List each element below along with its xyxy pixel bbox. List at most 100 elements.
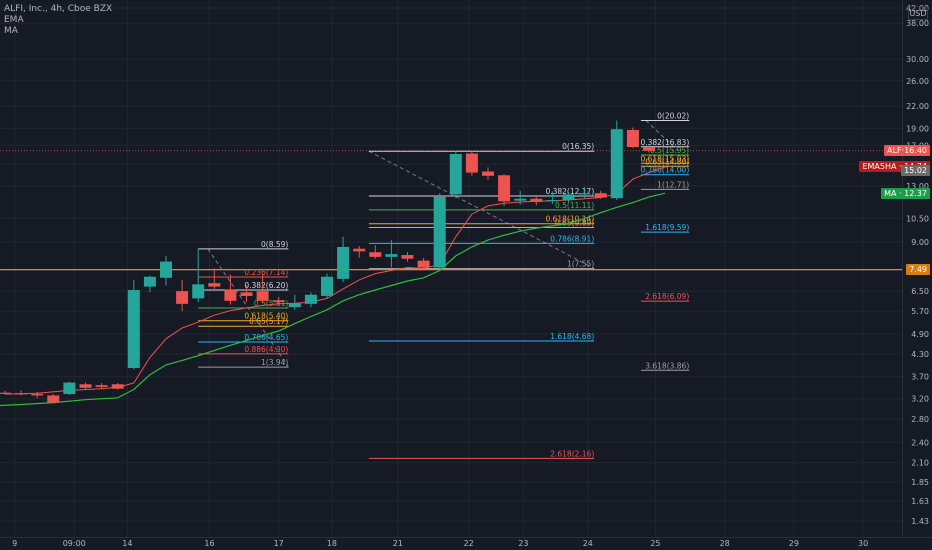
candle-body — [79, 384, 92, 388]
price-tick-label: 42.00 — [906, 4, 929, 13]
candle — [433, 193, 446, 270]
candle — [192, 248, 205, 303]
candle-body — [401, 255, 414, 259]
fib-1: 0(8.59) 0.236(7.14) 0.382(6.20) 0.5(5.81) 0.… — [198, 240, 289, 368]
candle — [160, 255, 172, 286]
candle — [337, 236, 350, 283]
price-tick-label: 4.30 — [911, 350, 929, 359]
fib-level-label: 0.786(4.65) — [244, 333, 288, 342]
fib-level-label: 0(16.35) — [562, 142, 594, 151]
candle — [626, 127, 639, 148]
candle — [610, 120, 623, 201]
candle — [353, 246, 366, 258]
fib-level-label: 0(20.02) — [657, 111, 689, 120]
price-tag: ALF·16.40 — [884, 145, 930, 157]
price-tick-label: 9.00 — [911, 238, 929, 247]
fib-level-label: 0.5(5.81) — [254, 299, 289, 308]
fib-level-label: 0.618(15.03) — [640, 154, 689, 163]
candle-body — [643, 147, 655, 151]
fib-level-label: 0.786(14.00) — [640, 166, 689, 175]
candle-body — [594, 193, 607, 198]
fib-level-label: 1(12.71) — [657, 180, 689, 189]
candle — [465, 150, 478, 176]
candle — [594, 190, 607, 199]
ma-legend[interactable]: MA — [4, 26, 18, 36]
candle — [47, 394, 60, 404]
price-tick-label: 1.63 — [911, 497, 929, 506]
candle-body — [449, 154, 462, 195]
price-tick-label: 3.20 — [911, 395, 929, 404]
fib-level-label: 2.618(2.16) — [550, 449, 594, 458]
candle — [208, 268, 221, 289]
candle — [256, 273, 269, 304]
time-tick-label: 17 — [274, 539, 284, 548]
symbol-title[interactable]: ALFI, Inc., 4h, Cboe BZX — [4, 4, 113, 14]
price-tick-label: 1.85 — [911, 478, 929, 487]
candle — [449, 151, 462, 199]
fib-level-label: 0.786(8.91) — [550, 234, 594, 243]
time-axis[interactable]: 9 09:00 14 16 17 18 21 22 23 24 25 28 29 30 — [0, 537, 932, 549]
currency-button[interactable]: USD — [908, 6, 928, 20]
candle-body — [176, 291, 189, 304]
candle — [514, 190, 527, 205]
candle-body — [482, 171, 494, 176]
fib-level-label: 0.886(4.30) — [244, 345, 288, 354]
fib-level-label: 1.618(9.59) — [645, 223, 689, 232]
candle — [95, 382, 108, 389]
time-tick-label: 9 — [12, 539, 17, 548]
candle-body — [160, 261, 172, 278]
candle-body — [240, 292, 253, 296]
price-tick-label: 6.50 — [911, 287, 929, 296]
candle-body — [304, 294, 317, 304]
price-tick-label: 38.00 — [906, 19, 929, 28]
time-tick-label: 16 — [204, 539, 214, 548]
candle-body — [47, 395, 60, 403]
fib-3: 0(20.02) 0.382(16.83)0.5(15.95)0.618(15.0… — [640, 111, 689, 371]
price-tick-label: 22.00 — [906, 102, 929, 111]
candle-body — [610, 129, 623, 199]
candle-body — [63, 382, 76, 395]
time-tick-label: 21 — [393, 539, 403, 548]
candle-body — [369, 252, 382, 257]
fib-level-label: 2.618(6.09) — [645, 292, 689, 301]
fib-level-label: 0.382(16.83) — [640, 138, 689, 147]
fib-level-label: 0.5(11.11) — [555, 201, 594, 210]
candle — [224, 274, 237, 305]
fibonacci-retracements[interactable]: 0(8.59) 0.236(7.14) 0.382(6.20) 0.5(5.81) 0.… — [198, 111, 689, 459]
candle — [401, 252, 414, 262]
candle — [127, 279, 140, 370]
time-tick-label: 30 — [858, 539, 868, 548]
candle-body — [433, 196, 446, 268]
ema-legend[interactable]: EMA — [4, 15, 24, 25]
candle-body — [546, 200, 559, 202]
candles — [0, 120, 655, 404]
time-tick-label: 24 — [583, 539, 593, 548]
time-tick-label: 25 — [650, 539, 660, 548]
fib-level-label: 0.65(9.89) — [555, 218, 594, 227]
candle — [530, 196, 543, 206]
fib-level-label: 0.382(6.20) — [244, 281, 288, 290]
price-tag: 7.49 — [906, 264, 930, 276]
fib-trend-line — [645, 120, 679, 152]
chart-legend: ALFI, Inc., 4h, Cboe BZX EMA MA — [4, 4, 112, 37]
fib-level-label: 0.65(14.80) — [645, 157, 689, 166]
candle — [176, 279, 189, 312]
ma-line — [0, 192, 666, 407]
fib-level-label: 0.236(7.14) — [244, 268, 288, 277]
candle — [15, 390, 28, 396]
candle-body — [530, 198, 543, 202]
candle-body — [31, 394, 44, 396]
fib-level-label: 0.382(12.17) — [545, 187, 594, 196]
candle-body — [321, 276, 333, 296]
candle-body — [208, 283, 221, 287]
price-tag: MA · 12.37 — [881, 188, 930, 200]
candle — [578, 187, 591, 199]
fib-level-label: 1(3.94) — [261, 358, 288, 367]
candle — [288, 294, 301, 310]
candle — [321, 273, 333, 299]
candle-body — [111, 384, 124, 389]
candle — [562, 191, 575, 202]
price-tick-label: 2.40 — [911, 438, 929, 447]
